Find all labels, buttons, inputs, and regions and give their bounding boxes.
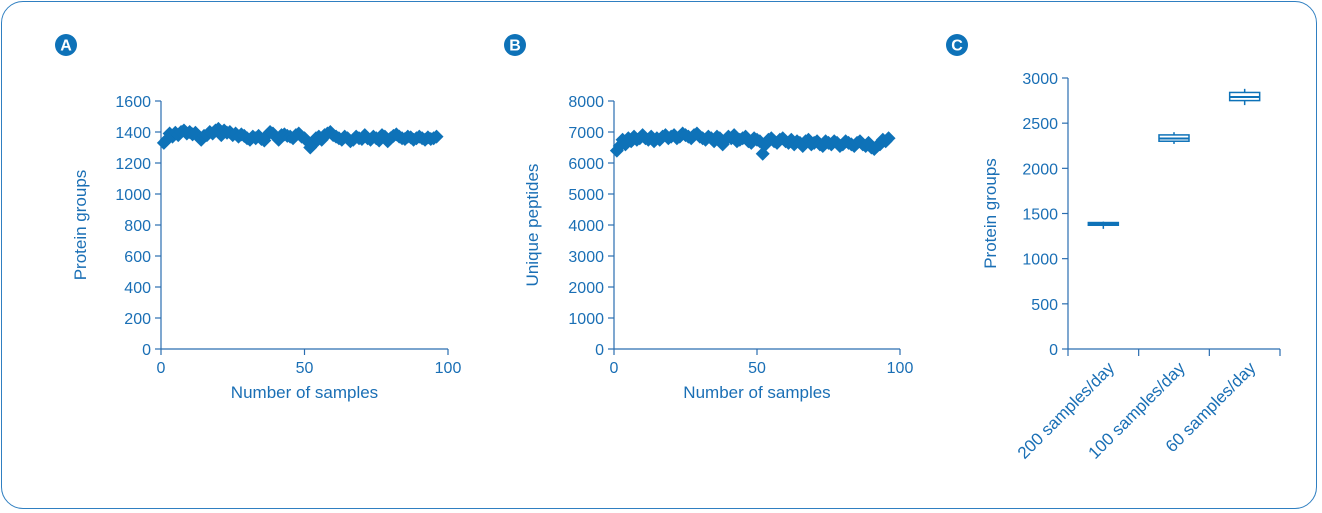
data-point-a [429, 129, 444, 144]
x-axis-label-a: Number of samples [231, 383, 378, 402]
y-tick-label-a: 400 [124, 280, 151, 297]
x-axis-label-b: Number of samples [683, 383, 830, 402]
y-tick-label-a: 1200 [115, 156, 151, 173]
y-tick-label-c: 2000 [1022, 161, 1058, 178]
panel-badge-b [504, 34, 526, 56]
panel-badge-a [55, 34, 77, 56]
y-tick-label-b: 0 [595, 342, 604, 359]
y-tick-label-b: 8000 [568, 94, 604, 111]
y-tick-label-a: 0 [142, 342, 151, 359]
x-tick-label-a: 100 [435, 360, 462, 377]
data-point-b [881, 131, 896, 146]
y-tick-label-b: 1000 [568, 311, 604, 328]
x-tick-label-b: 0 [610, 360, 619, 377]
panel-letter-c: C [951, 38, 963, 55]
y-tick-label-a: 1000 [115, 187, 151, 204]
y-axis-label-b: Unique peptides [523, 164, 542, 287]
y-tick-label-b: 7000 [568, 125, 604, 142]
y-tick-label-a: 200 [124, 311, 151, 328]
y-tick-label-a: 800 [124, 218, 151, 235]
panel-letter-a: A [60, 38, 72, 55]
y-axis-label-a: Protein groups [71, 170, 90, 281]
y-tick-label-c: 0 [1049, 342, 1058, 359]
y-axis-label-c: Protein groups [981, 158, 1000, 269]
y-tick-label-b: 5000 [568, 187, 604, 204]
x-tick-label-a: 50 [296, 360, 314, 377]
x-tick-label-b: 100 [887, 360, 914, 377]
x-tick-label-b: 50 [748, 360, 766, 377]
y-tick-label-b: 6000 [568, 156, 604, 173]
panel-badge-c [946, 34, 968, 56]
y-tick-label-c: 1000 [1022, 252, 1058, 269]
y-tick-label-a: 1400 [115, 125, 151, 142]
y-tick-label-b: 2000 [568, 280, 604, 297]
y-tick-label-c: 1500 [1022, 207, 1058, 224]
y-tick-label-b: 4000 [568, 218, 604, 235]
y-tick-label-b: 3000 [568, 249, 604, 266]
y-tick-label-c: 2500 [1022, 116, 1058, 133]
y-tick-label-c: 3000 [1022, 71, 1058, 88]
x-tick-label-a: 0 [157, 360, 166, 377]
y-tick-label-a: 1600 [115, 94, 151, 111]
panel-letter-b: B [509, 38, 521, 55]
y-tick-label-a: 600 [124, 249, 151, 266]
y-tick-label-c: 500 [1031, 297, 1058, 314]
